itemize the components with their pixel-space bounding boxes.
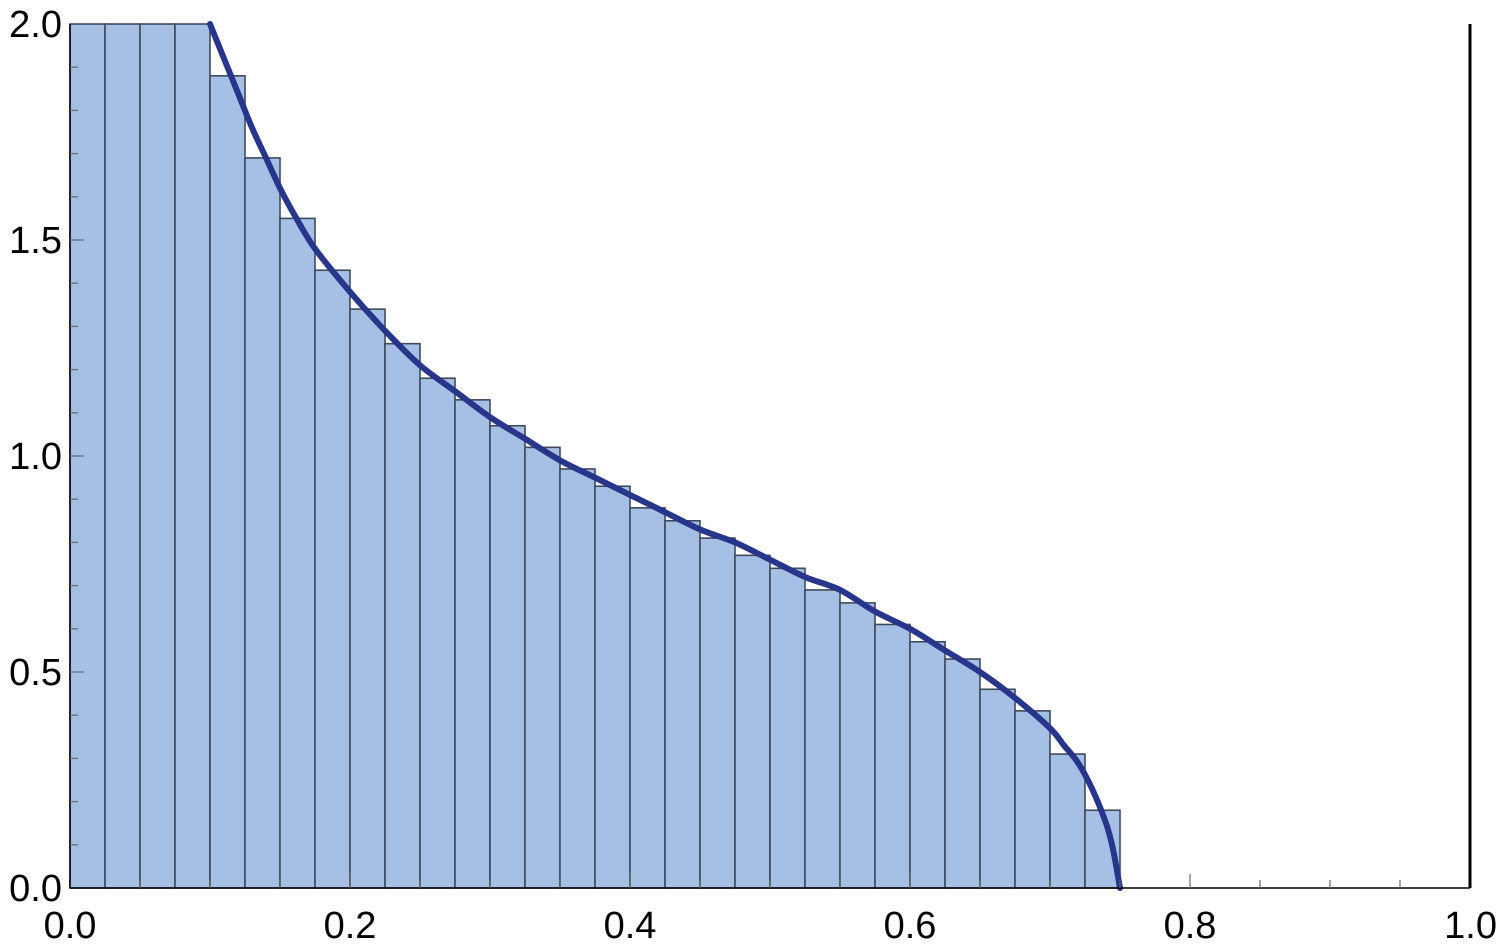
- x-tick-label: 0.4: [604, 905, 657, 947]
- x-tick-label: 0.6: [884, 905, 937, 947]
- histogram-bar: [419, 377, 456, 889]
- histogram-bar: [524, 446, 561, 889]
- histogram-bar: [594, 485, 631, 889]
- tick-labels: 0.0 0.2 0.4 0.6 0.8 1.0 0.0 0.5 1.0 1.5 2.0: [9, 4, 1497, 947]
- histogram-bar: [279, 217, 316, 889]
- histogram-bar: [734, 554, 771, 889]
- histogram-bar: [454, 399, 491, 889]
- histogram-bar: [839, 602, 876, 889]
- histogram-bar: [664, 519, 701, 889]
- histogram-bar: [1049, 753, 1086, 889]
- x-tick-label: 0.8: [1164, 905, 1217, 947]
- histogram-bar: [699, 537, 736, 889]
- histogram-bar: [874, 623, 911, 889]
- histogram-bar: [349, 308, 386, 889]
- histogram-bar: [384, 342, 421, 889]
- histogram-bar: [489, 424, 526, 889]
- histogram-bar: [104, 23, 141, 889]
- histogram-bar: [979, 688, 1016, 889]
- y-tick-label: 1.0: [9, 436, 62, 478]
- histogram-bar: [944, 658, 981, 889]
- histogram-bar: [244, 157, 281, 889]
- histogram-bar: [559, 468, 596, 889]
- histogram-bar: [1014, 710, 1051, 889]
- x-tick-label: 0.0: [44, 905, 97, 947]
- histogram-bar: [314, 269, 351, 889]
- x-tick-label: 1.0: [1444, 905, 1497, 947]
- histogram-bar: [804, 589, 841, 889]
- density-curve: [207, 21, 1123, 891]
- histogram-bar: [174, 23, 211, 889]
- histogram-bar: [139, 23, 176, 889]
- y-tick-label: 0.0: [9, 868, 62, 910]
- axis-ticks: [70, 66, 1401, 888]
- y-tick-label: 1.5: [9, 220, 62, 262]
- y-tick-label: 2.0: [9, 4, 62, 46]
- histogram-bars: [69, 23, 1121, 889]
- y-tick-label: 0.5: [9, 652, 62, 694]
- x-tick-label: 0.2: [324, 905, 377, 947]
- histogram-bar: [629, 507, 666, 889]
- histogram-bar: [769, 567, 806, 889]
- histogram-bar: [909, 640, 946, 889]
- histogram-bar: [209, 75, 246, 889]
